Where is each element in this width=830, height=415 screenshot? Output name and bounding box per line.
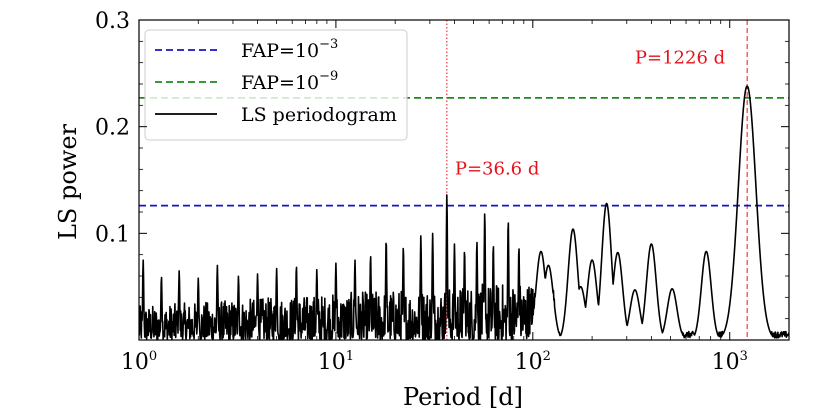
y-tick-label-1: 0.2	[95, 116, 130, 141]
x-tick-label-1-base: 10	[318, 350, 346, 375]
legend-box	[144, 29, 408, 141]
x-tick-label-2-exponent: 2	[543, 349, 551, 364]
legend-label-2: LS periodogram	[241, 104, 397, 126]
legend-label-1: FAP=10−9	[241, 69, 338, 94]
legend-label-0: FAP=10−3	[241, 37, 338, 62]
plot-frame	[138, 19, 790, 341]
series-line-ls-periodogram	[139, 85, 789, 340]
x-tick-label-3: 103	[712, 349, 748, 375]
x-axis-label: Period [d]	[403, 383, 523, 411]
x-tick-label-1: 101	[318, 349, 354, 375]
x-tick-label-2-base: 10	[515, 350, 543, 375]
y-tick-label-2: 0.3	[95, 9, 130, 34]
reference-lines	[139, 96, 789, 207]
x-tick-label-0: 100	[121, 349, 157, 375]
legend-label-1-exponent: −9	[319, 69, 338, 84]
y-tick-label-0: 0.1	[95, 222, 130, 247]
x-tick-label-2: 102	[515, 349, 551, 375]
x-tick-label-1-exponent: 1	[346, 349, 354, 364]
x-tick-label-0-exponent: 0	[149, 349, 157, 364]
legend-label-1-base: FAP=10	[241, 72, 319, 94]
annotation-label-0: P=36.6 d	[455, 159, 540, 180]
x-tick-label-0-base: 10	[121, 350, 149, 375]
legend-label-2-base: LS periodogram	[241, 104, 397, 126]
x-tick-label-3-base: 10	[712, 350, 740, 375]
y-axis-label: LS power	[54, 123, 82, 240]
legend-label-0-exponent: −3	[319, 37, 338, 52]
annotation-label-1: P=1226 d	[635, 48, 725, 69]
x-tick-label-3-exponent: 3	[740, 349, 748, 364]
series-group	[139, 85, 789, 340]
annotations: P=36.6 d P=1226 d	[455, 48, 725, 180]
legend-label-0-base: FAP=10	[241, 40, 319, 62]
